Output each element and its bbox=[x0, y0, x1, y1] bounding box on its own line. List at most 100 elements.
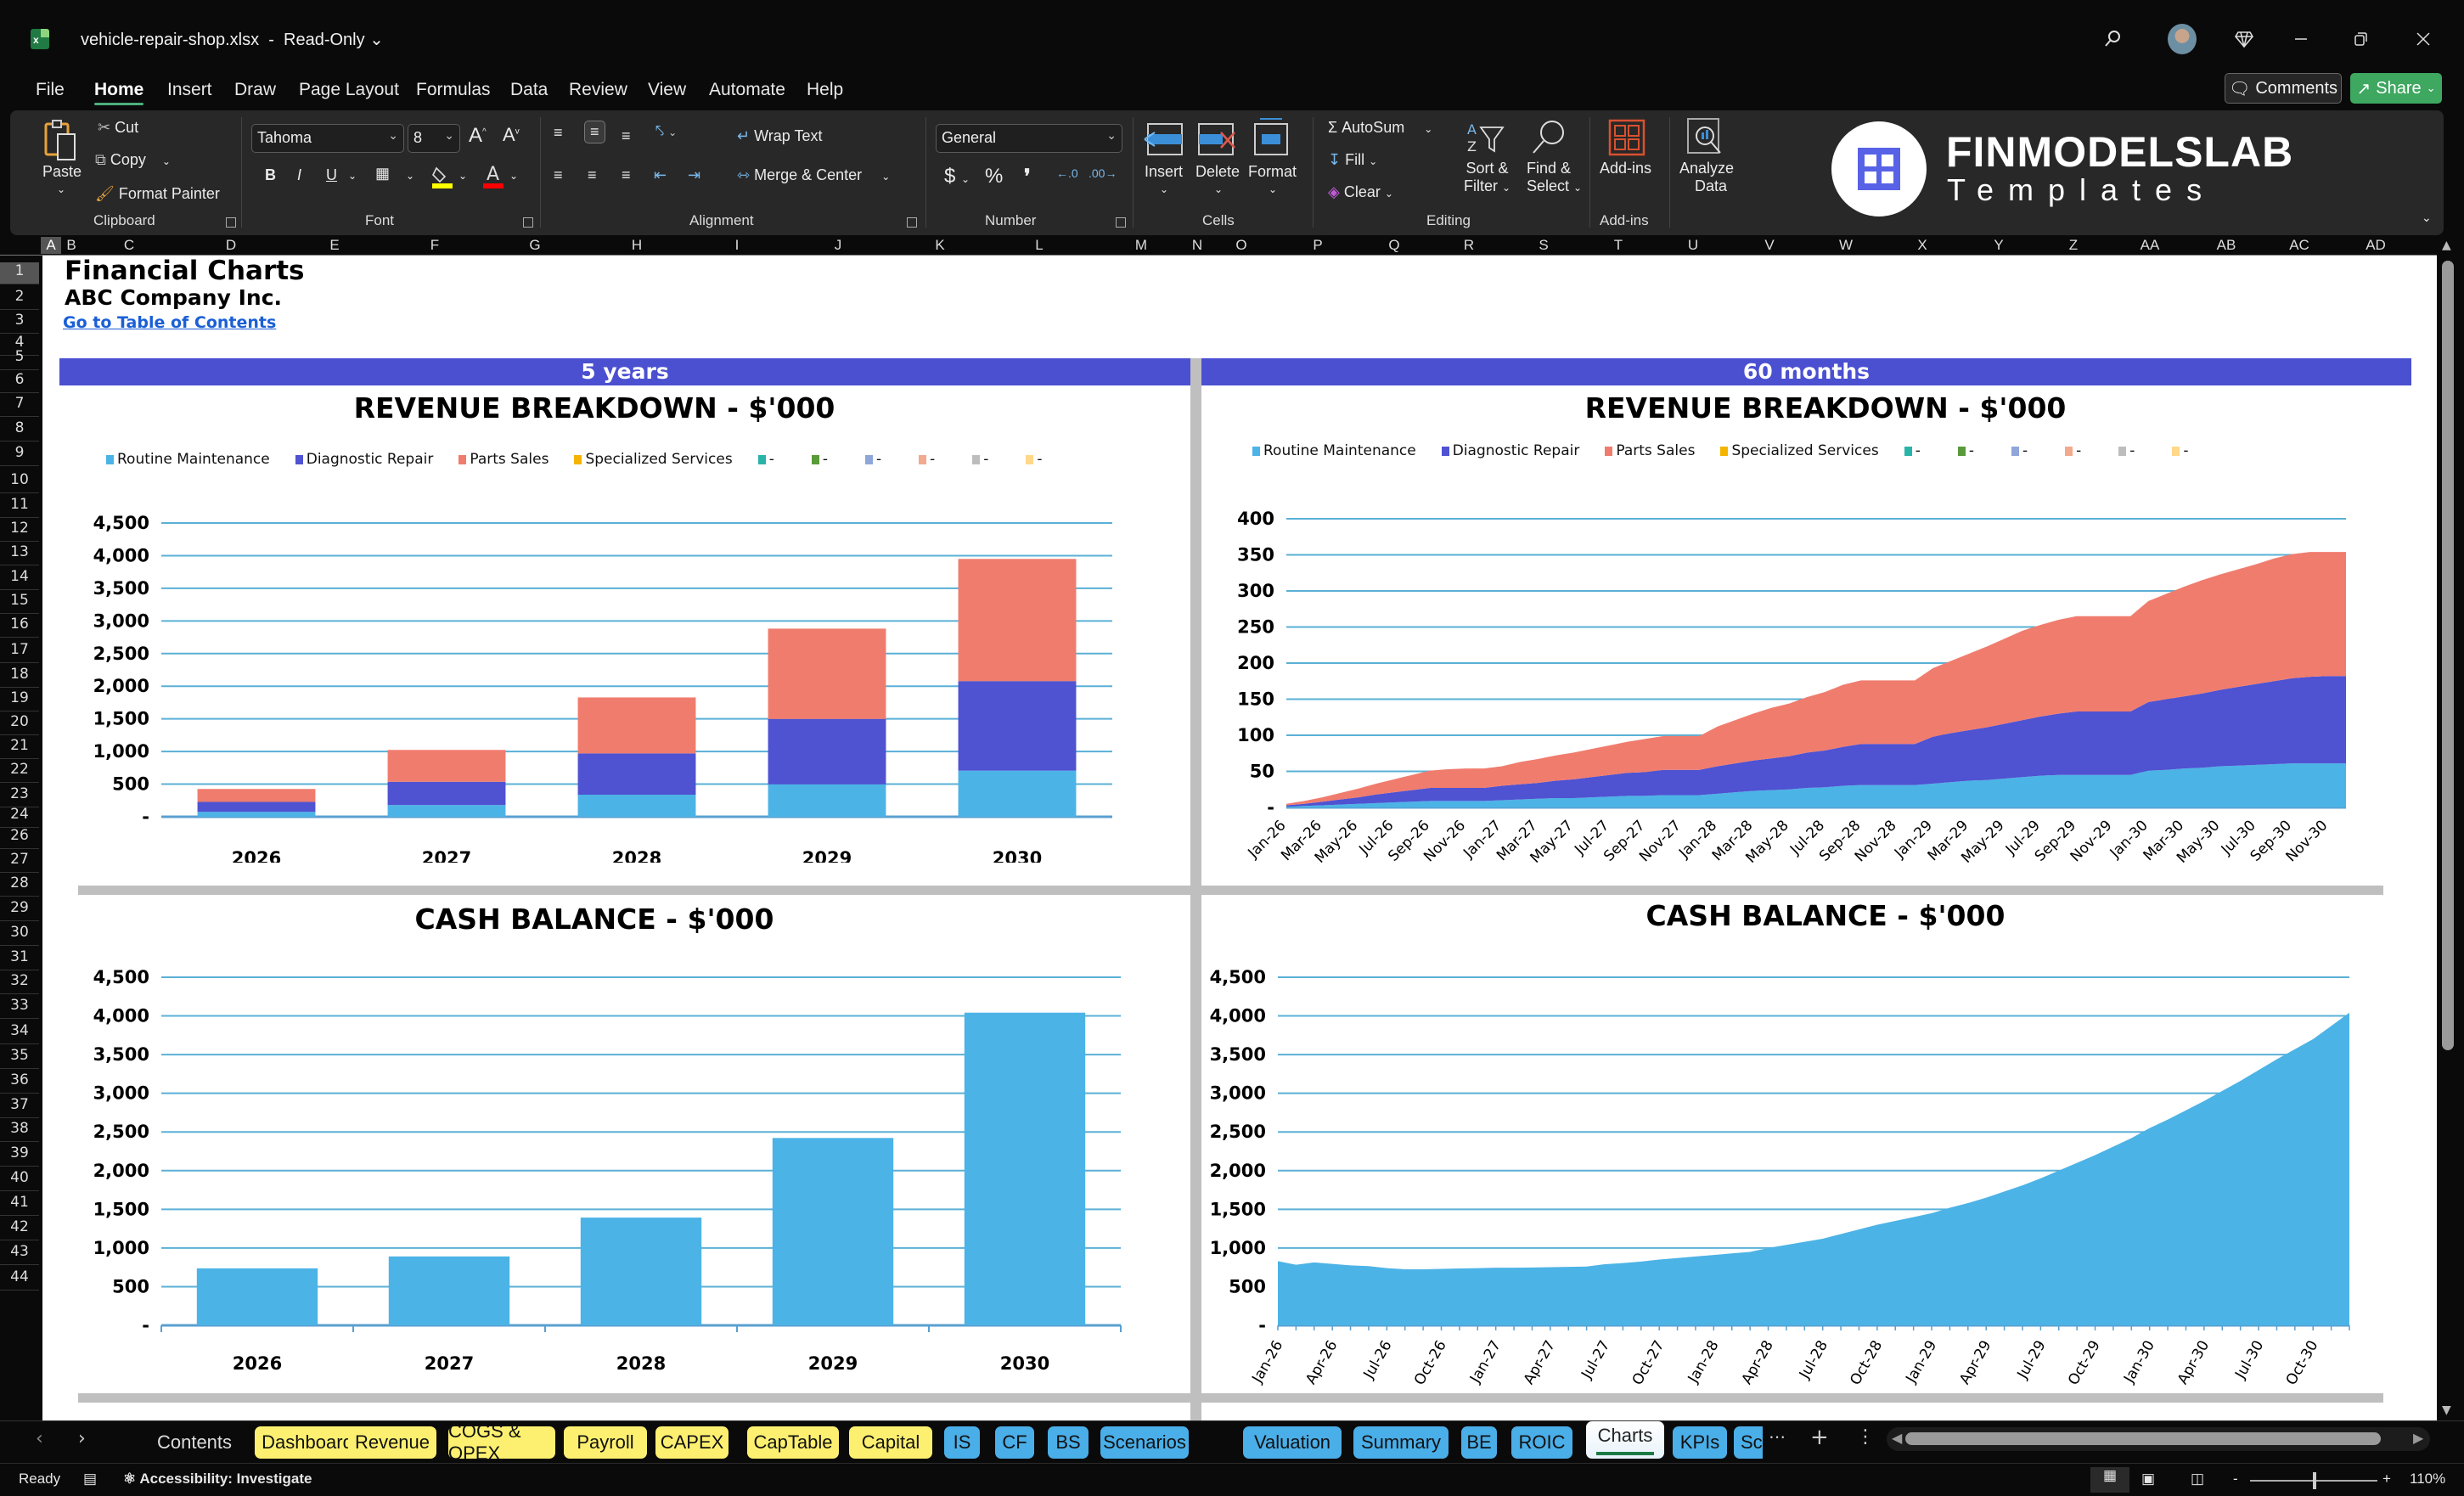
collapse-ribbon-icon[interactable]: ⌄ bbox=[2422, 211, 2432, 224]
scroll-down-icon[interactable]: ▼ bbox=[2442, 1403, 2451, 1417]
analyze-data-button[interactable]: Analyze Data bbox=[1679, 160, 1735, 194]
sheet-tab-dashboard[interactable]: Dashboard bbox=[255, 1426, 360, 1459]
restore-icon[interactable] bbox=[2345, 24, 2376, 54]
row-header-43[interactable]: 43 bbox=[0, 1243, 39, 1265]
sheet-tab-roic[interactable]: ROIC bbox=[1511, 1426, 1572, 1459]
column-header-o[interactable]: O bbox=[1235, 237, 1247, 253]
copy-button[interactable]: ⧉ Copy ⌄ bbox=[95, 151, 171, 168]
find-select-icon[interactable] bbox=[1528, 117, 1567, 160]
chevron-down-icon[interactable]: ⌄ bbox=[458, 170, 468, 182]
borders-icon[interactable]: ▦ bbox=[375, 165, 391, 182]
font-size-select[interactable]: 8 ⌄ bbox=[408, 124, 460, 153]
row-header-10[interactable]: 10 bbox=[0, 471, 39, 493]
insert-cells-icon[interactable] bbox=[1143, 121, 1185, 160]
row-header-35[interactable]: 35 bbox=[0, 1047, 39, 1069]
delete-cells-button[interactable]: Delete bbox=[1195, 163, 1240, 180]
column-header-g[interactable]: G bbox=[529, 237, 541, 253]
format-cells-button[interactable]: Format bbox=[1248, 163, 1297, 180]
sheet-tab-sc[interactable]: Sc bbox=[1734, 1426, 1763, 1459]
tab-insert[interactable]: Insert bbox=[167, 80, 212, 99]
addins-icon[interactable] bbox=[1608, 119, 1647, 161]
column-header-b[interactable]: B bbox=[66, 237, 76, 253]
row-header-29[interactable]: 29 bbox=[0, 899, 39, 921]
currency-format-button[interactable]: $ ⌄ bbox=[944, 165, 970, 188]
sheet-tab-charts[interactable]: Charts bbox=[1586, 1421, 1664, 1459]
row-header-8[interactable]: 8 bbox=[0, 419, 39, 441]
addins-button[interactable]: Add-ins bbox=[1600, 160, 1652, 177]
row-header-15[interactable]: 15 bbox=[0, 592, 39, 614]
row-header-32[interactable]: 32 bbox=[0, 972, 39, 994]
chevron-down-icon[interactable]: ⌄ bbox=[406, 170, 415, 182]
scroll-up-icon[interactable]: ▲ bbox=[2442, 239, 2451, 252]
cut-button[interactable]: ✂ Cut bbox=[98, 119, 139, 136]
zoom-in-button[interactable]: + bbox=[2382, 1471, 2391, 1487]
increase-decimal-icon[interactable]: ←.0 bbox=[1056, 166, 1078, 180]
decrease-font-size-icon[interactable]: Av bbox=[503, 124, 520, 145]
wrap-text-button[interactable]: ↵ Wrap Text bbox=[737, 127, 823, 144]
merge-center-button[interactable]: ⇿ Merge & Center ⌄ bbox=[737, 166, 891, 183]
vertical-scrollbar[interactable]: ▲ ▼ bbox=[2437, 235, 2464, 1420]
prev-sheet-icon[interactable]: ‹ bbox=[36, 1428, 43, 1449]
column-header-u[interactable]: U bbox=[1687, 237, 1699, 253]
column-header-s[interactable]: S bbox=[1539, 237, 1549, 253]
zoom-out-button[interactable]: - bbox=[2233, 1471, 2238, 1487]
zoom-level[interactable]: 110% bbox=[2410, 1471, 2446, 1487]
row-header-41[interactable]: 41 bbox=[0, 1194, 39, 1216]
column-header-k[interactable]: K bbox=[935, 237, 945, 253]
row-header-18[interactable]: 18 bbox=[0, 666, 39, 688]
align-middle-icon[interactable]: ≡ bbox=[584, 121, 605, 143]
row-header-37[interactable]: 37 bbox=[0, 1096, 39, 1118]
paste-button[interactable]: Paste bbox=[42, 163, 82, 180]
toc-link[interactable]: Go to Table of Contents bbox=[63, 313, 277, 332]
row-header-36[interactable]: 36 bbox=[0, 1071, 39, 1094]
align-right-icon[interactable]: ≡ bbox=[622, 166, 631, 183]
sheet-tab-valuation[interactable]: Valuation bbox=[1243, 1426, 1342, 1459]
column-header-j[interactable]: J bbox=[834, 237, 842, 253]
row-header-5[interactable]: 5 bbox=[0, 348, 39, 370]
normal-view-icon[interactable]: ▦ bbox=[2090, 1467, 2129, 1493]
options-icon[interactable]: ⋮ bbox=[1856, 1426, 1875, 1448]
sheet-tab-be[interactable]: BE bbox=[1461, 1426, 1497, 1459]
row-header-1[interactable]: 1 bbox=[0, 262, 39, 284]
delete-cells-icon[interactable] bbox=[1195, 121, 1238, 160]
comments-button[interactable]: 🗨 Comments bbox=[2225, 73, 2342, 104]
fill-button[interactable]: ↧ Fill ⌄ bbox=[1328, 151, 1378, 168]
sheet-tab-bs[interactable]: BS bbox=[1048, 1426, 1089, 1459]
page-layout-view-icon[interactable]: ▣ bbox=[2141, 1471, 2156, 1487]
align-left-icon[interactable]: ≡ bbox=[554, 166, 563, 183]
column-header-ac[interactable]: AC bbox=[2289, 237, 2309, 253]
chart-cash-yearly[interactable]: - 500 1,000 1,500 2,000 2,500 3,000 3,500 4,000 4… bbox=[68, 952, 1180, 1393]
row-header-39[interactable]: 39 bbox=[0, 1144, 39, 1167]
tab-review[interactable]: Review bbox=[569, 80, 627, 99]
sheet-tab-payroll[interactable]: Payroll bbox=[564, 1426, 647, 1459]
tab-help[interactable]: Help bbox=[807, 80, 844, 99]
underline-button[interactable]: U bbox=[326, 166, 337, 183]
column-header-ab[interactable]: AB bbox=[2216, 237, 2236, 253]
row-header-20[interactable]: 20 bbox=[0, 713, 39, 735]
fill-color-icon[interactable] bbox=[431, 165, 453, 194]
column-header-z[interactable]: Z bbox=[2068, 237, 2079, 253]
clipboard-launcher-icon[interactable] bbox=[226, 217, 236, 228]
row-header-4[interactable]: 4 bbox=[0, 334, 39, 356]
sort-filter-button[interactable]: Sort & Filter ⌄ bbox=[1464, 160, 1511, 194]
tab-automate[interactable]: Automate bbox=[709, 80, 785, 99]
diamond-icon[interactable] bbox=[2229, 24, 2259, 54]
clear-button[interactable]: ◈ Clear ⌄ bbox=[1328, 183, 1393, 200]
tab-view[interactable]: View bbox=[648, 80, 687, 99]
sheet-tab-capital[interactable]: Capital bbox=[849, 1426, 932, 1459]
column-header-v[interactable]: V bbox=[1764, 237, 1775, 253]
chevron-down-icon[interactable]: ⌄ bbox=[1269, 183, 1278, 195]
column-header-m[interactable]: M bbox=[1134, 237, 1148, 253]
format-cells-icon[interactable] bbox=[1250, 115, 1292, 155]
sheet-tab-summary[interactable]: Summary bbox=[1353, 1426, 1449, 1459]
row-header-31[interactable]: 31 bbox=[0, 948, 39, 970]
row-header-6[interactable]: 6 bbox=[0, 371, 39, 393]
chart-revenue-yearly[interactable]: - 500 1,000 1,500 2,000 2,500 3,000 3,500 4,000 4… bbox=[68, 506, 1180, 863]
decrease-indent-icon[interactable]: ⇤ bbox=[654, 166, 667, 183]
column-header-c[interactable]: C bbox=[123, 237, 135, 253]
row-header-33[interactable]: 33 bbox=[0, 997, 39, 1019]
font-launcher-icon[interactable] bbox=[523, 217, 533, 228]
format-painter-button[interactable]: 🖌 Format Painter bbox=[95, 185, 220, 202]
chevron-down-icon[interactable]: ⌄ bbox=[57, 183, 66, 195]
row-header-23[interactable]: 23 bbox=[0, 785, 39, 807]
